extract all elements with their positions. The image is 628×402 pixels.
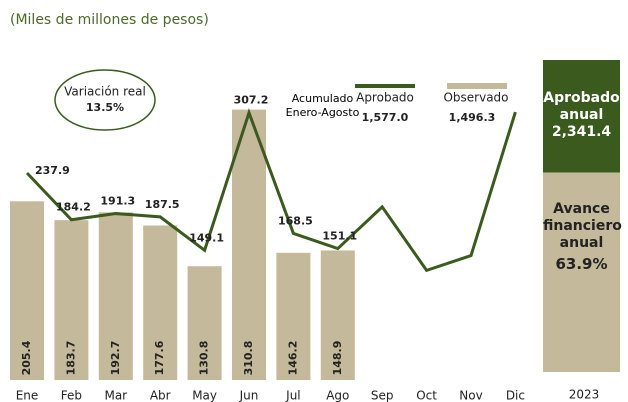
annual-progress-label: Avance financiero anual [543, 200, 622, 251]
bar-label: 192.7 [109, 341, 122, 376]
annual-progress-value: 63.9% [555, 254, 608, 273]
x-tick-label: Nov [459, 389, 482, 402]
x-tick-label: Ago [326, 389, 349, 402]
line [25, 108, 517, 273]
x-tick-label: Jul [285, 389, 300, 402]
x-tick-label: Oct [416, 389, 437, 402]
bar-label: 146.2 [286, 341, 299, 376]
annual-progress-bar [543, 172, 620, 372]
bar [320, 250, 355, 380]
line-label: 184.2 [56, 201, 91, 214]
variation-value: 13.5% [86, 101, 124, 114]
line-label: 187.5 [145, 198, 180, 211]
x-tick-label: Feb [61, 389, 82, 402]
x-tick-label: Mar [104, 389, 127, 402]
variation-ellipse [54, 69, 156, 131]
bar [98, 212, 133, 380]
line-label: 307.2 [234, 94, 269, 107]
bar [143, 225, 178, 380]
x-tick-label: Ene [16, 389, 39, 402]
variation-label: Variación real [64, 85, 146, 99]
bar-label: 148.9 [331, 341, 344, 376]
line-label: 237.9 [35, 164, 70, 177]
line-label: 191.3 [100, 195, 135, 208]
legend-label: Aprobado [356, 91, 414, 105]
bar-label: 205.4 [20, 340, 33, 375]
legend-swatch [447, 83, 507, 89]
bar-label: 310.8 [242, 341, 255, 376]
bar [54, 220, 89, 380]
line-label: 151.1 [322, 230, 357, 243]
bar [187, 266, 222, 380]
x-tick-label: Sep [371, 389, 394, 402]
x-tick-label: Abr [150, 389, 171, 402]
x-tick-label: May [192, 389, 217, 402]
bar-label: 130.8 [198, 341, 211, 376]
annual-approved-value: 2,341.4 [551, 124, 612, 141]
annual-progress: Avance financiero anual 63.9% [543, 200, 622, 273]
bar [10, 201, 44, 380]
year-label: 2023 [569, 388, 600, 402]
annual-approved-bar [543, 60, 620, 173]
bar [232, 109, 266, 380]
annual-approved: Aprobado anual 2,341.4 [543, 90, 620, 141]
legend-total: 1,496.3 [449, 111, 496, 124]
bar [276, 252, 311, 380]
annual-approved-label: Aprobado anual [543, 90, 620, 124]
bar-label: 183.7 [64, 341, 77, 376]
x-tick-label: Jun [239, 389, 259, 402]
legend-total: 1,577.0 [362, 111, 409, 124]
accumulated-label: Acumulado Enero-Agosto [285, 92, 360, 119]
legend-label: Observado [443, 91, 508, 105]
bar-label: 177.6 [153, 340, 166, 375]
line-label: 168.5 [278, 214, 313, 227]
subtitle: (Miles de millones de pesos) [10, 12, 209, 28]
x-tick-label: Dic [506, 389, 525, 402]
line-label: 149.1 [189, 231, 224, 244]
